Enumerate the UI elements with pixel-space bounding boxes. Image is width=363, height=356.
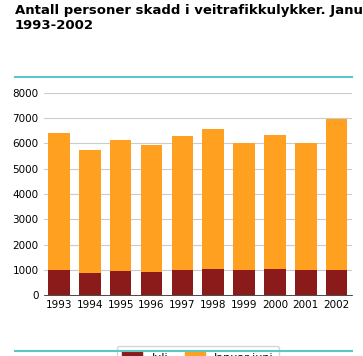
Bar [264, 269, 286, 295]
Bar [233, 143, 255, 270]
Text: Antall personer skadd i veitrafikkulykker. Januar-juli.
1993-2002: Antall personer skadd i veitrafikkulykke… [15, 4, 363, 32]
Bar [110, 140, 131, 271]
Bar [295, 269, 317, 295]
Bar [326, 270, 347, 295]
Bar [326, 119, 347, 270]
Legend: Juli, Januar-juni: Juli, Januar-juni [117, 346, 279, 356]
Bar [172, 269, 193, 295]
Bar [141, 272, 162, 295]
Bar [172, 136, 193, 269]
Bar [79, 150, 101, 273]
Bar [79, 273, 101, 295]
Bar [48, 270, 70, 295]
Bar [203, 129, 224, 268]
Bar [295, 142, 317, 269]
Bar [233, 270, 255, 295]
Bar [264, 135, 286, 269]
Bar [48, 133, 70, 270]
Bar [110, 271, 131, 295]
Bar [203, 268, 224, 295]
Bar [141, 145, 162, 272]
